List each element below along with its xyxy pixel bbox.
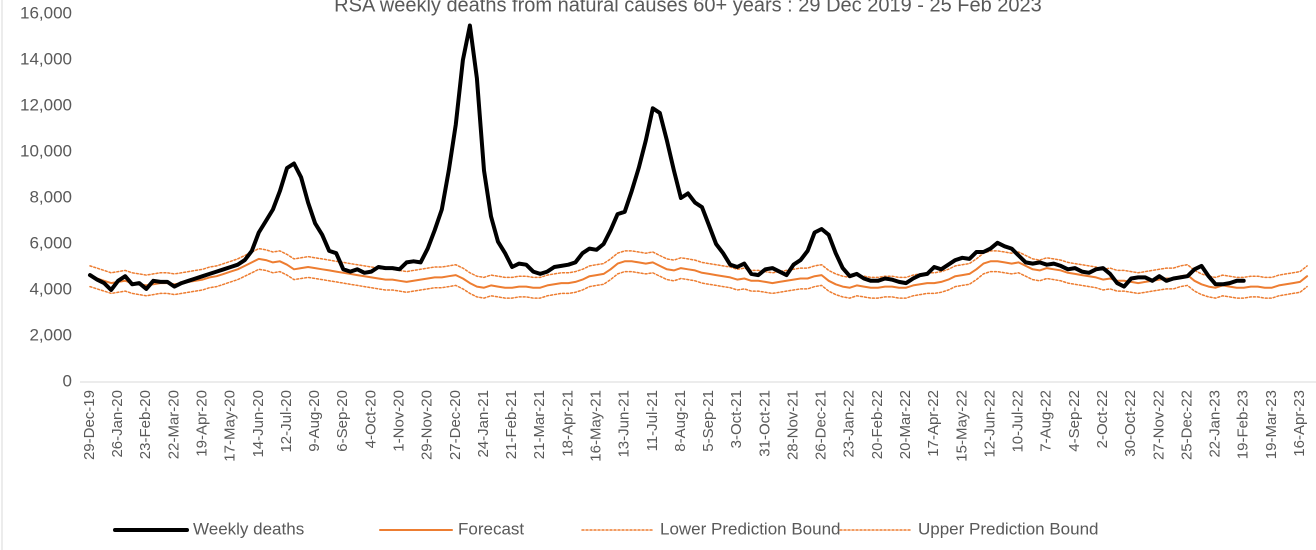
x-tick-label: 24-Jan-21 [475, 390, 492, 458]
legend-label: Forecast [458, 519, 524, 538]
y-tick-label: 14,000 [20, 49, 72, 68]
x-tick-label: 21-Mar-21 [531, 390, 548, 459]
x-tick-label: 15-May-22 [953, 390, 970, 462]
x-tick-label: 4-Oct-20 [362, 390, 379, 448]
x-tick-label: 3-Oct-21 [728, 390, 745, 448]
y-tick-label: 2,000 [29, 325, 72, 344]
legend-label: Lower Prediction Bound [660, 519, 841, 538]
x-tick-label: 20-Feb-22 [869, 390, 886, 459]
series-line [88, 23, 1246, 292]
x-tick-label: 1-Nov-20 [391, 390, 408, 452]
x-tick-label: 27-Dec-20 [447, 390, 464, 460]
x-tick-label: 23-Feb-20 [137, 390, 154, 459]
x-tick-label: 22-Jan-23 [1207, 390, 1224, 458]
x-tick-label: 28-Nov-21 [784, 390, 801, 460]
x-tick-label: 27-Nov-22 [1150, 390, 1167, 460]
x-tick-label: 19-Feb-23 [1235, 390, 1252, 459]
x-tick-label: 13-Jun-21 [616, 390, 633, 458]
x-tick-label: 17-May-20 [222, 390, 239, 462]
x-tick-label: 23-Jan-22 [841, 390, 858, 458]
chart-title: RSA weekly deaths from natural causes 60… [334, 0, 1042, 16]
x-tick-label: 9-Aug-20 [306, 390, 323, 452]
x-tick-label: 17-Apr-22 [925, 390, 942, 457]
x-tick-label: 26-Dec-21 [813, 390, 830, 460]
y-tick-label: 0 [63, 371, 72, 390]
legend-label: Upper Prediction Bound [918, 519, 1099, 538]
x-tick-label: 26-Jan-20 [109, 390, 126, 458]
series-line [89, 257, 1309, 289]
x-tick-label: 10-Jul-22 [1010, 390, 1027, 453]
series-line [89, 268, 1308, 299]
y-tick-label: 6,000 [29, 233, 72, 252]
x-tick-label: 5-Sep-21 [700, 390, 717, 452]
x-tick-label: 4-Sep-22 [1066, 390, 1083, 452]
x-tick-label: 31-Oct-21 [756, 390, 773, 457]
x-tick-label: 8-Aug-21 [672, 390, 689, 452]
x-tick-label: 6-Sep-20 [334, 390, 351, 452]
y-tick-label: 12,000 [20, 95, 72, 114]
x-tick-label: 12-Jul-20 [278, 390, 295, 453]
x-tick-label: 29-Nov-20 [419, 390, 436, 460]
y-tick-label: 8,000 [29, 187, 72, 206]
x-tick-label: 30-Oct-22 [1122, 390, 1139, 457]
y-tick-label: 16,000 [20, 3, 72, 22]
x-tick-label: 14-Jun-20 [250, 390, 267, 458]
x-tick-label: 22-Mar-20 [165, 390, 182, 459]
x-tick-label: 25-Dec-22 [1178, 390, 1195, 460]
x-tick-label: 19-Apr-20 [194, 390, 211, 457]
x-tick-label: 20-Mar-22 [897, 390, 914, 459]
x-tick-label: 19-Mar-23 [1263, 390, 1280, 459]
x-tick-label: 7-Aug-22 [1038, 390, 1055, 452]
x-tick-label: 12-Jun-22 [981, 390, 998, 458]
y-tick-label: 10,000 [20, 141, 72, 160]
legend-label: Weekly deaths [193, 519, 304, 538]
x-tick-label: 29-Dec-19 [81, 390, 98, 460]
y-tick-label: 4,000 [29, 279, 72, 298]
x-tick-label: 2-Oct-22 [1094, 390, 1111, 448]
x-tick-label: 16-Apr-23 [1291, 390, 1308, 457]
x-tick-label: 18-Apr-21 [559, 390, 576, 457]
x-tick-label: 16-May-21 [587, 390, 604, 462]
x-tick-label: 11-Jul-21 [644, 390, 661, 451]
x-tick-label: 21-Feb-21 [503, 390, 520, 459]
